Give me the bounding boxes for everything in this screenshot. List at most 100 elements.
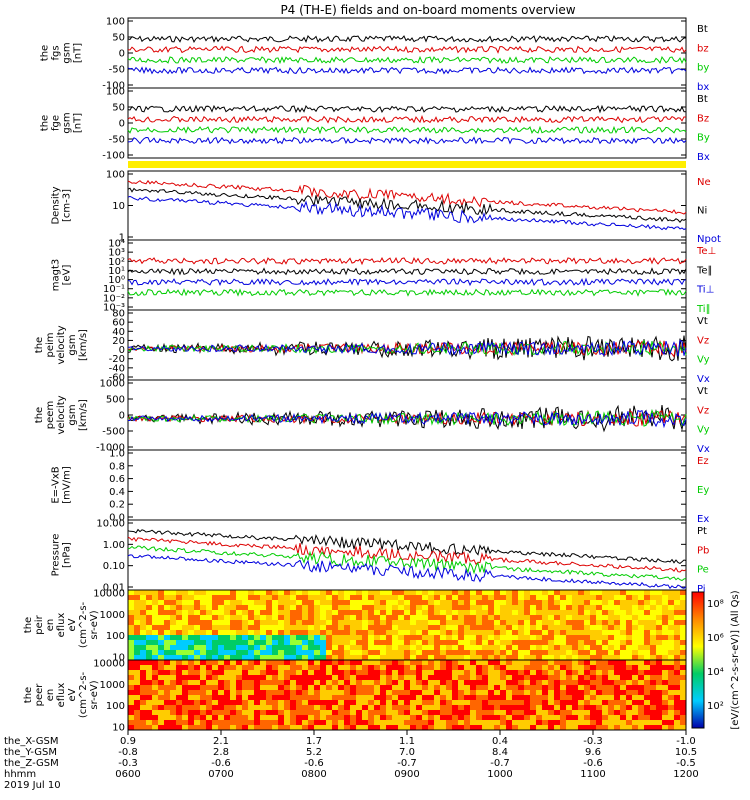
spectrogram-cell [140,605,146,610]
spectrogram-cell [500,700,506,705]
spectrogram-cell [272,720,278,725]
spectrogram-cell [488,680,494,685]
spectrogram-cell [374,645,380,650]
y-axis-label: eV [67,688,78,701]
spectrogram-cell [464,700,470,705]
spectrogram-cell [434,655,440,660]
spectrogram-cell [650,650,656,655]
spectrogram-cell [206,715,212,720]
spectrogram-cell [308,605,314,610]
spectrogram-cell [284,695,290,700]
spectrogram-cell [458,590,464,595]
y-axis-label: gsm [62,42,73,63]
spectrogram-cell [236,670,242,675]
spectrogram-cell [374,620,380,625]
spectrogram-cell [152,660,158,665]
spectrogram-cell [446,725,452,730]
spectrogram-cell [146,660,152,665]
spectrogram-cell [356,640,362,645]
spectrogram-cell [308,705,314,710]
spectrogram-cell [524,590,530,595]
spectrogram-cell [488,655,494,660]
spectrogram-cell [284,680,290,685]
spectrogram-cell [230,685,236,690]
spectrogram-cell [542,720,548,725]
spectrogram-cell [464,725,470,730]
spectrogram-cell [170,630,176,635]
spectrogram-cell [440,655,446,660]
spectrogram-cell [644,625,650,630]
spectrogram-cell [548,640,554,645]
spectrogram-cell [512,595,518,600]
spectrogram-cell [602,615,608,620]
spectrogram-cell [356,705,362,710]
spectrogram-cell [620,590,626,595]
spectrogram-cell [284,635,290,640]
spectrogram-cell [596,710,602,715]
spectrogram-cell [446,720,452,725]
spectrogram-cell [602,665,608,670]
y-tick-label: 0 [119,345,125,356]
spectrogram-cell [320,710,326,715]
spectrogram-cell [662,715,668,720]
spectrogram-cell [266,700,272,705]
spectrogram-cell [278,695,284,700]
spectrogram-cell [440,725,446,730]
spectrogram-cell [200,685,206,690]
spectrogram-cell [134,645,140,650]
spectrogram-cell [188,700,194,705]
spectrogram-cell [470,715,476,720]
spectrogram-cell [554,625,560,630]
spectrogram-cell [332,645,338,650]
spectrogram-cell [326,670,332,675]
spectrogram-cell [566,650,572,655]
spectrogram-cell [338,675,344,680]
spectrogram-cell [656,625,662,630]
spectrogram-cell [380,690,386,695]
spectrogram-cell [680,610,686,615]
spectrogram-cell [416,660,422,665]
y-tick-label: 10⁻¹ [103,284,125,295]
spectrogram-cell [638,710,644,715]
spectrogram-cell [530,610,536,615]
spectrogram-cell [518,695,524,700]
spectrogram-cell [446,615,452,620]
spectrogram-cell [266,595,272,600]
spectrogram-cell [380,610,386,615]
spectrogram-cell [368,685,374,690]
x-tick-label: 0600 [115,769,140,780]
spectrogram-cell [302,605,308,610]
x-row-label: the_Z-GSM [4,758,59,769]
spectrogram-cell [296,615,302,620]
x-tick-label: 2.8 [213,747,229,758]
spectrogram-cell [434,610,440,615]
spectrogram-cell [590,640,596,645]
spectrogram-cell [296,685,302,690]
spectrogram-cell [230,715,236,720]
spectrogram-cell [644,725,650,730]
spectrogram-cell [470,665,476,670]
spectrogram-cell [560,695,566,700]
spectrogram-cell [218,650,224,655]
spectrogram-cell [404,680,410,685]
spectrogram-cell [200,635,206,640]
spectrogram-cell [194,595,200,600]
x-tick-label: -0.6 [304,758,324,769]
spectrogram-cell [206,680,212,685]
spectrogram-cell [542,685,548,690]
spectrogram-cell [434,695,440,700]
spectrogram-cell [428,610,434,615]
legend-by: by [697,63,709,74]
spectrogram-cell [374,655,380,660]
spectrogram-cell [644,720,650,725]
spectrogram-cell [650,700,656,705]
spectrogram-cell [434,675,440,680]
spectrogram-cell [416,720,422,725]
spectrogram-cell [326,705,332,710]
spectrogram-cell [194,655,200,660]
spectrogram-cell [380,670,386,675]
spectrogram-cell [446,675,452,680]
spectrogram-cell [146,600,152,605]
spectrogram-cell [590,595,596,600]
